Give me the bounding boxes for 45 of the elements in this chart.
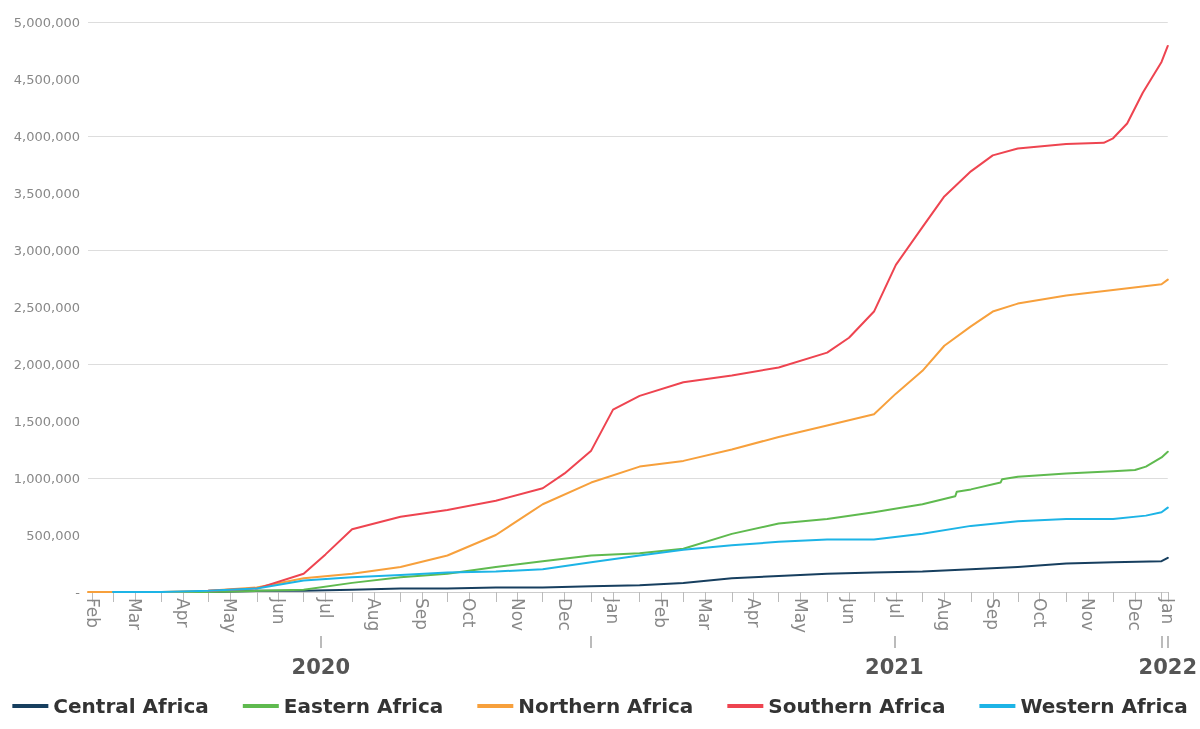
x-tick-label: Oct <box>459 598 480 628</box>
x-tick-label: Sep <box>982 598 1003 631</box>
y-tick-label: 500,000 <box>26 527 80 543</box>
x-tick-label: Dec <box>554 598 575 631</box>
y-tick-label: 2,500,000 <box>13 299 80 315</box>
line-series <box>87 278 1169 593</box>
x-tick-label: Sep <box>412 598 433 631</box>
x-tick-label: Aug <box>363 598 384 632</box>
x-tick-label: Jan <box>603 597 624 625</box>
x-tick-label: Jul <box>315 597 336 619</box>
legend-label: Southern Africa <box>768 694 946 718</box>
x-tick-label: Dec <box>1124 598 1145 631</box>
y-tick-label: 4,000,000 <box>13 128 80 144</box>
x-tick-label: Mar <box>695 598 716 631</box>
legend-label: Northern Africa <box>518 694 694 718</box>
y-tick-label: 2,000,000 <box>13 356 80 372</box>
x-tick-label: May <box>790 598 811 634</box>
x-tick-label: Feb <box>651 598 672 629</box>
y-tick-label: 1,500,000 <box>13 413 80 429</box>
x-tick-label: Jun <box>268 597 289 625</box>
x-tick-label: Jun <box>839 597 859 625</box>
x-tick-label: Jul <box>885 597 906 619</box>
x-tick-label: Oct <box>1029 598 1050 628</box>
x2-tick-label: 2021 <box>865 654 924 679</box>
x-tick-label: May <box>220 598 241 634</box>
y-tick-label: 5,000,000 <box>13 14 80 30</box>
legend-label: Central Africa <box>53 694 209 718</box>
x-tick-label: Aug <box>934 598 955 632</box>
x-tick-label: Feb <box>82 598 103 629</box>
line-series <box>112 506 1169 593</box>
y-tick-label: 1,000,000 <box>13 470 80 486</box>
x-tick-label: Nov <box>507 598 528 632</box>
x-tick-label: Jan <box>1157 597 1178 625</box>
y-tick-label: 4,500,000 <box>13 71 80 87</box>
x2-tick-label: 2022 <box>1138 654 1197 679</box>
legend-label: Western Africa <box>1020 694 1188 718</box>
x-tick-label: Apr <box>173 598 194 628</box>
x2-tick-label: 2020 <box>291 654 351 679</box>
legend-label: Eastern Africa <box>283 694 444 718</box>
x-tick-label: Mar <box>124 598 145 631</box>
y-tick-label: 3,000,000 <box>13 242 80 258</box>
x-tick-label: Apr <box>743 598 764 628</box>
y-tick-label: - <box>75 584 81 600</box>
y-tick-label: 3,500,000 <box>13 185 80 201</box>
x-tick-label: Nov <box>1078 598 1099 632</box>
